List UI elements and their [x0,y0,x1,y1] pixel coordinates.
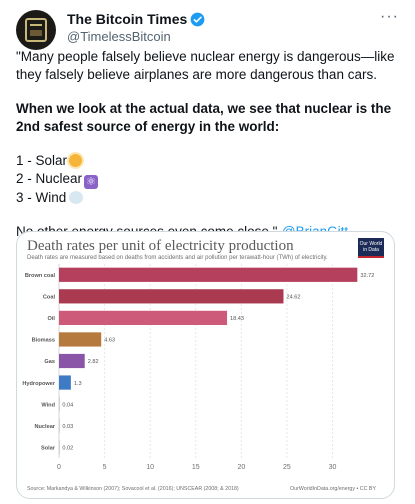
x-tick-label: 5 [103,464,107,471]
tweet-list-item-3: 3 - Wind [16,189,399,207]
tweet-paragraph-2: When we look at the actual data, we see … [16,101,392,134]
bar [59,353,85,369]
x-tick-label: 15 [192,464,200,471]
avatar[interactable] [16,10,56,50]
tweet-text: "Many people falsely believe nuclear ene… [16,48,399,241]
account-name[interactable]: The Bitcoin Times [67,11,188,27]
chart-source: Source: Markandya & Wilkinson (2007); So… [27,486,239,492]
bar-chart: 0 5 10 15 20 25 30 Brown coal 32.72 Coal 24.62 Oil 1… [22,264,374,471]
value-label: 4.63 [104,338,115,344]
category-label: Brown coal [25,273,56,279]
chart-image-card[interactable]: Death rates per unit of electricity prod… [16,231,395,499]
x-tick-label: 25 [283,464,291,471]
bar [59,332,102,347]
category-label: Oil [48,316,56,322]
category-label: Wind [41,402,55,408]
category-label: Solar [41,445,56,451]
x-tick-label: 30 [329,464,337,471]
category-label: Biomass [32,338,55,344]
atom-emoji-icon: ⚛ [84,174,99,189]
tweet-list-item-2: 2 - Nuclear ⚛ [16,170,399,189]
category-label: Hydropower [22,381,55,387]
x-tick-label: 0 [57,464,61,471]
value-label: 32.72 [360,273,374,279]
tweet-header: The Bitcoin Times @TimelessBitcoin ··· [16,8,399,50]
bar [59,375,71,390]
value-label: 2.82 [88,359,99,365]
more-options-icon[interactable]: ··· [380,8,399,25]
category-label: Gas [44,359,55,365]
bar [59,267,358,282]
x-tick-label: 20 [237,464,245,471]
owid-logo: Our World in Data [358,238,384,258]
verified-badge-icon [190,12,205,26]
value-label: 18.43 [230,316,244,322]
value-label: 24.62 [286,295,300,301]
sun-emoji-icon [69,154,83,167]
tweet-paragraph-1: "Many people falsely believe nuclear ene… [16,49,395,82]
value-label: 0.04 [62,402,73,408]
category-label: Coal [43,295,56,301]
category-label: Nuclear [34,424,55,430]
account-handle[interactable]: @TimelessBitcoin [67,29,171,44]
chart-title: Death rates per unit of electricity prod… [27,238,294,254]
tweet-list-item-1: 1 - Solar [16,152,399,170]
account-name-row[interactable]: The Bitcoin Times [67,11,205,27]
value-label: 0.03 [62,424,73,430]
chart-subtitle: Death rates are measured based on deaths… [27,255,328,261]
value-label: 0.02 [62,445,73,451]
wind-emoji-icon [69,190,84,204]
bar [59,310,228,326]
x-tick-label: 10 [146,464,154,471]
chart-source-url: OurWorldInData.org/energy • CC BY [290,486,376,492]
bar [59,289,284,304]
value-label: 1.3 [74,381,82,387]
